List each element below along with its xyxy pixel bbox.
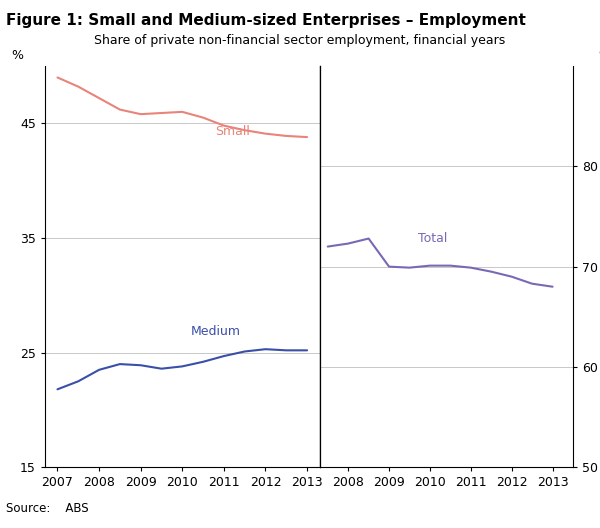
Text: Share of private non-financial sector employment, financial years: Share of private non-financial sector em…	[94, 34, 506, 48]
Text: %: %	[598, 49, 600, 62]
Text: Medium: Medium	[191, 325, 241, 338]
Text: Source:    ABS: Source: ABS	[6, 502, 89, 515]
Text: Small: Small	[215, 125, 250, 138]
Text: %: %	[11, 49, 23, 62]
Text: Figure 1: Small and Medium-sized Enterprises – Employment: Figure 1: Small and Medium-sized Enterpr…	[6, 13, 526, 28]
Text: Total: Total	[418, 232, 447, 244]
